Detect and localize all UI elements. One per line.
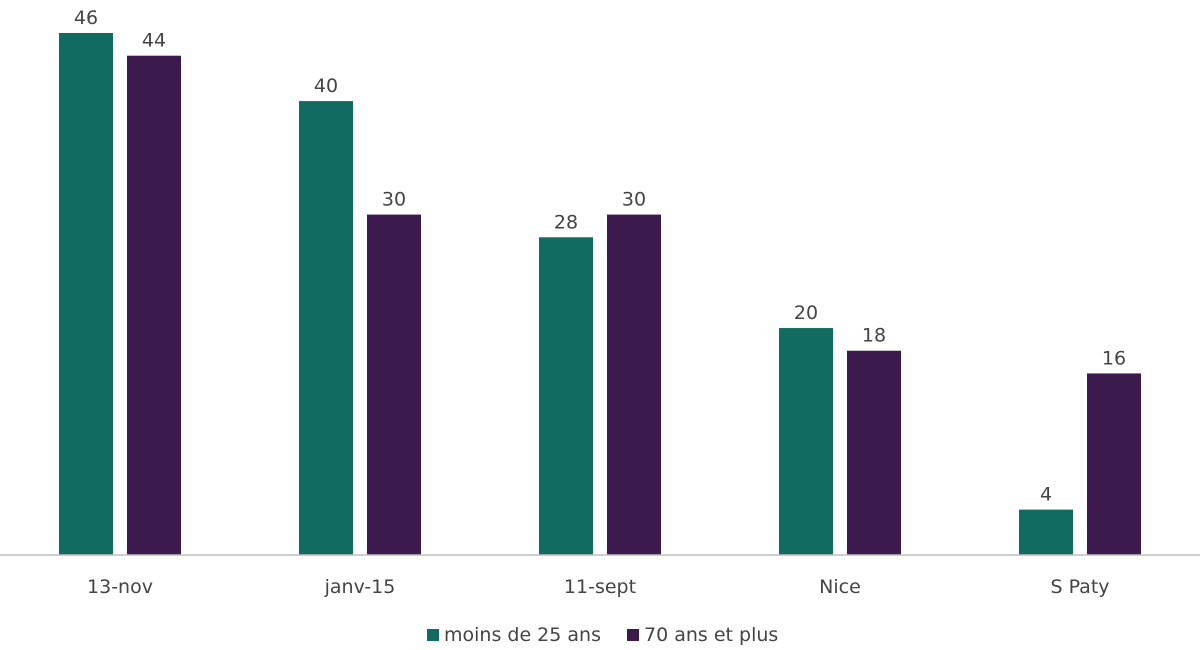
data-label: 4 bbox=[1040, 484, 1052, 506]
bar-janv-15-series-1 bbox=[367, 214, 421, 555]
bar-s-paty-series-1 bbox=[1087, 373, 1141, 555]
data-labels-group: 46 44 40 30 28 30 20 18 4 16 bbox=[74, 7, 1126, 506]
data-label: 40 bbox=[314, 75, 338, 97]
bars-group bbox=[59, 33, 1141, 556]
data-label: 18 bbox=[862, 325, 886, 347]
bar-nice-series-1 bbox=[847, 350, 901, 555]
bar-13-nov-series-1 bbox=[127, 55, 181, 556]
data-label: 20 bbox=[794, 302, 818, 324]
legend-item-series-1: 70 ans et plus bbox=[627, 624, 778, 646]
bar-11-sept-series-1 bbox=[607, 214, 661, 555]
bar-nice-series-0 bbox=[779, 328, 833, 555]
x-tick-label: janv-15 bbox=[324, 576, 396, 598]
data-label: 28 bbox=[554, 211, 578, 233]
data-label: 46 bbox=[74, 7, 98, 29]
bar-11-sept-series-0 bbox=[539, 237, 593, 555]
x-tick-label: 13-nov bbox=[87, 576, 153, 598]
bar-s-paty-series-0 bbox=[1019, 509, 1073, 555]
legend-label: 70 ans et plus bbox=[644, 624, 778, 646]
legend-item-series-0: moins de 25 ans bbox=[427, 624, 601, 646]
x-tick-label: Nice bbox=[819, 576, 861, 598]
legend-swatch bbox=[427, 629, 439, 641]
data-label: 30 bbox=[622, 189, 646, 211]
legend-swatch bbox=[627, 629, 639, 641]
data-label: 30 bbox=[382, 189, 406, 211]
x-tick-labels-group: 13-nov janv-15 11-sept Nice S Paty bbox=[87, 576, 1110, 598]
x-tick-label: S Paty bbox=[1050, 576, 1109, 598]
x-tick-label: 11-sept bbox=[564, 576, 636, 598]
data-label: 44 bbox=[142, 30, 166, 52]
legend-label: moins de 25 ans bbox=[444, 624, 601, 646]
bar-janv-15-series-0 bbox=[299, 101, 353, 555]
legend: moins de 25 ans 70 ans et plus bbox=[427, 624, 778, 646]
data-label: 16 bbox=[1102, 347, 1126, 369]
bar-13-nov-series-0 bbox=[59, 33, 113, 555]
